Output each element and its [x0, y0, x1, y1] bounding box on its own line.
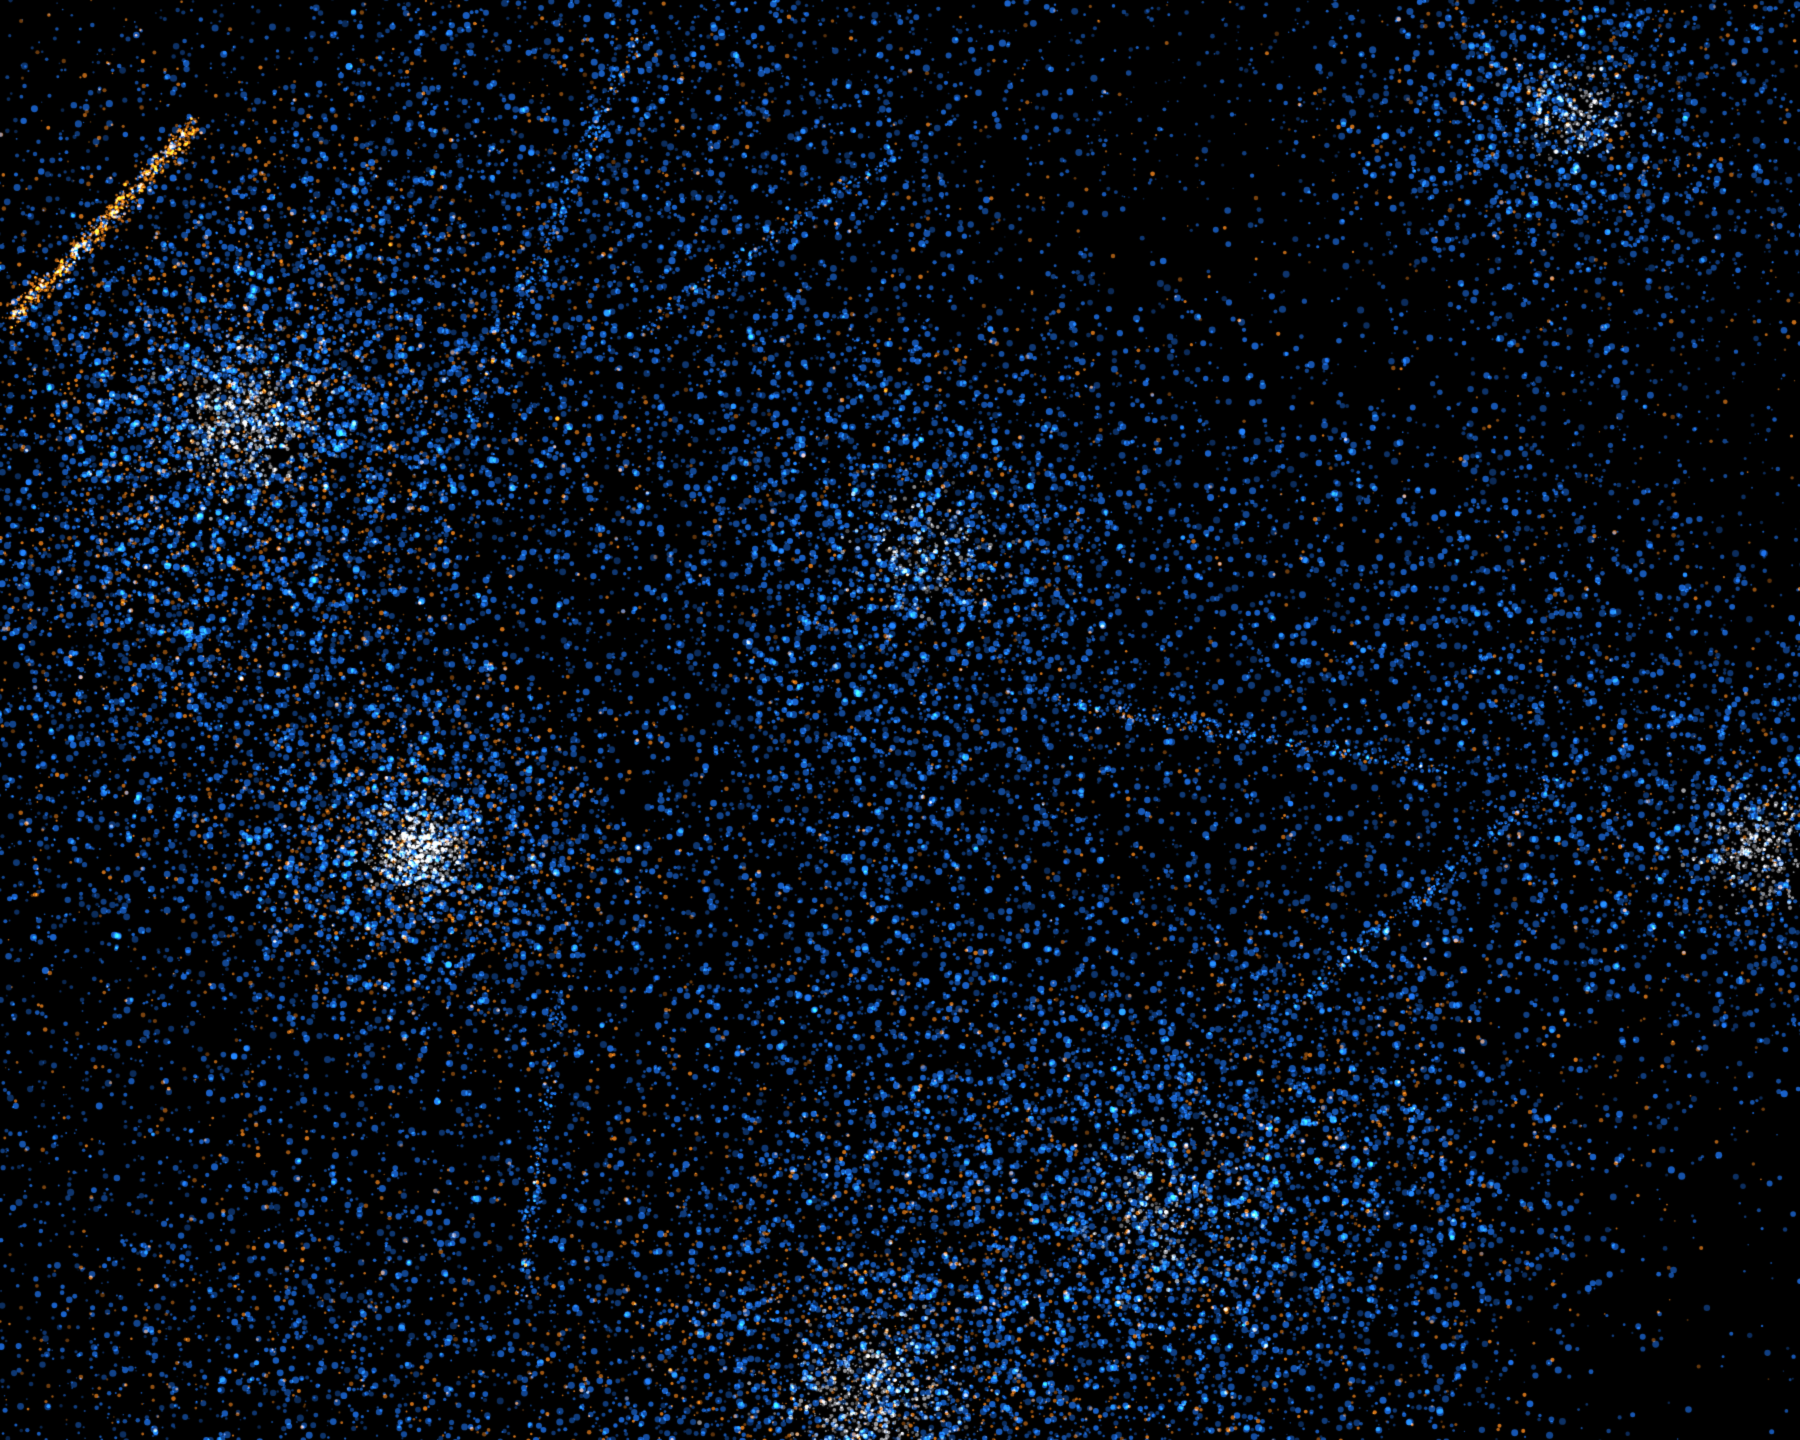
point-density-map-canvas[interactable] — [0, 0, 1800, 1440]
map-view[interactable] — [0, 0, 1800, 1440]
